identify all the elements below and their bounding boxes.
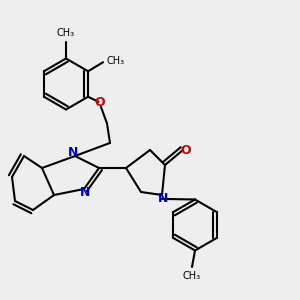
- Text: N: N: [80, 186, 91, 199]
- Text: N: N: [68, 146, 79, 159]
- Text: N: N: [158, 192, 169, 206]
- Text: O: O: [181, 143, 191, 157]
- Text: O: O: [95, 96, 105, 109]
- Text: CH₃: CH₃: [107, 56, 125, 66]
- Text: CH₃: CH₃: [183, 271, 201, 281]
- Text: CH₃: CH₃: [57, 28, 75, 38]
